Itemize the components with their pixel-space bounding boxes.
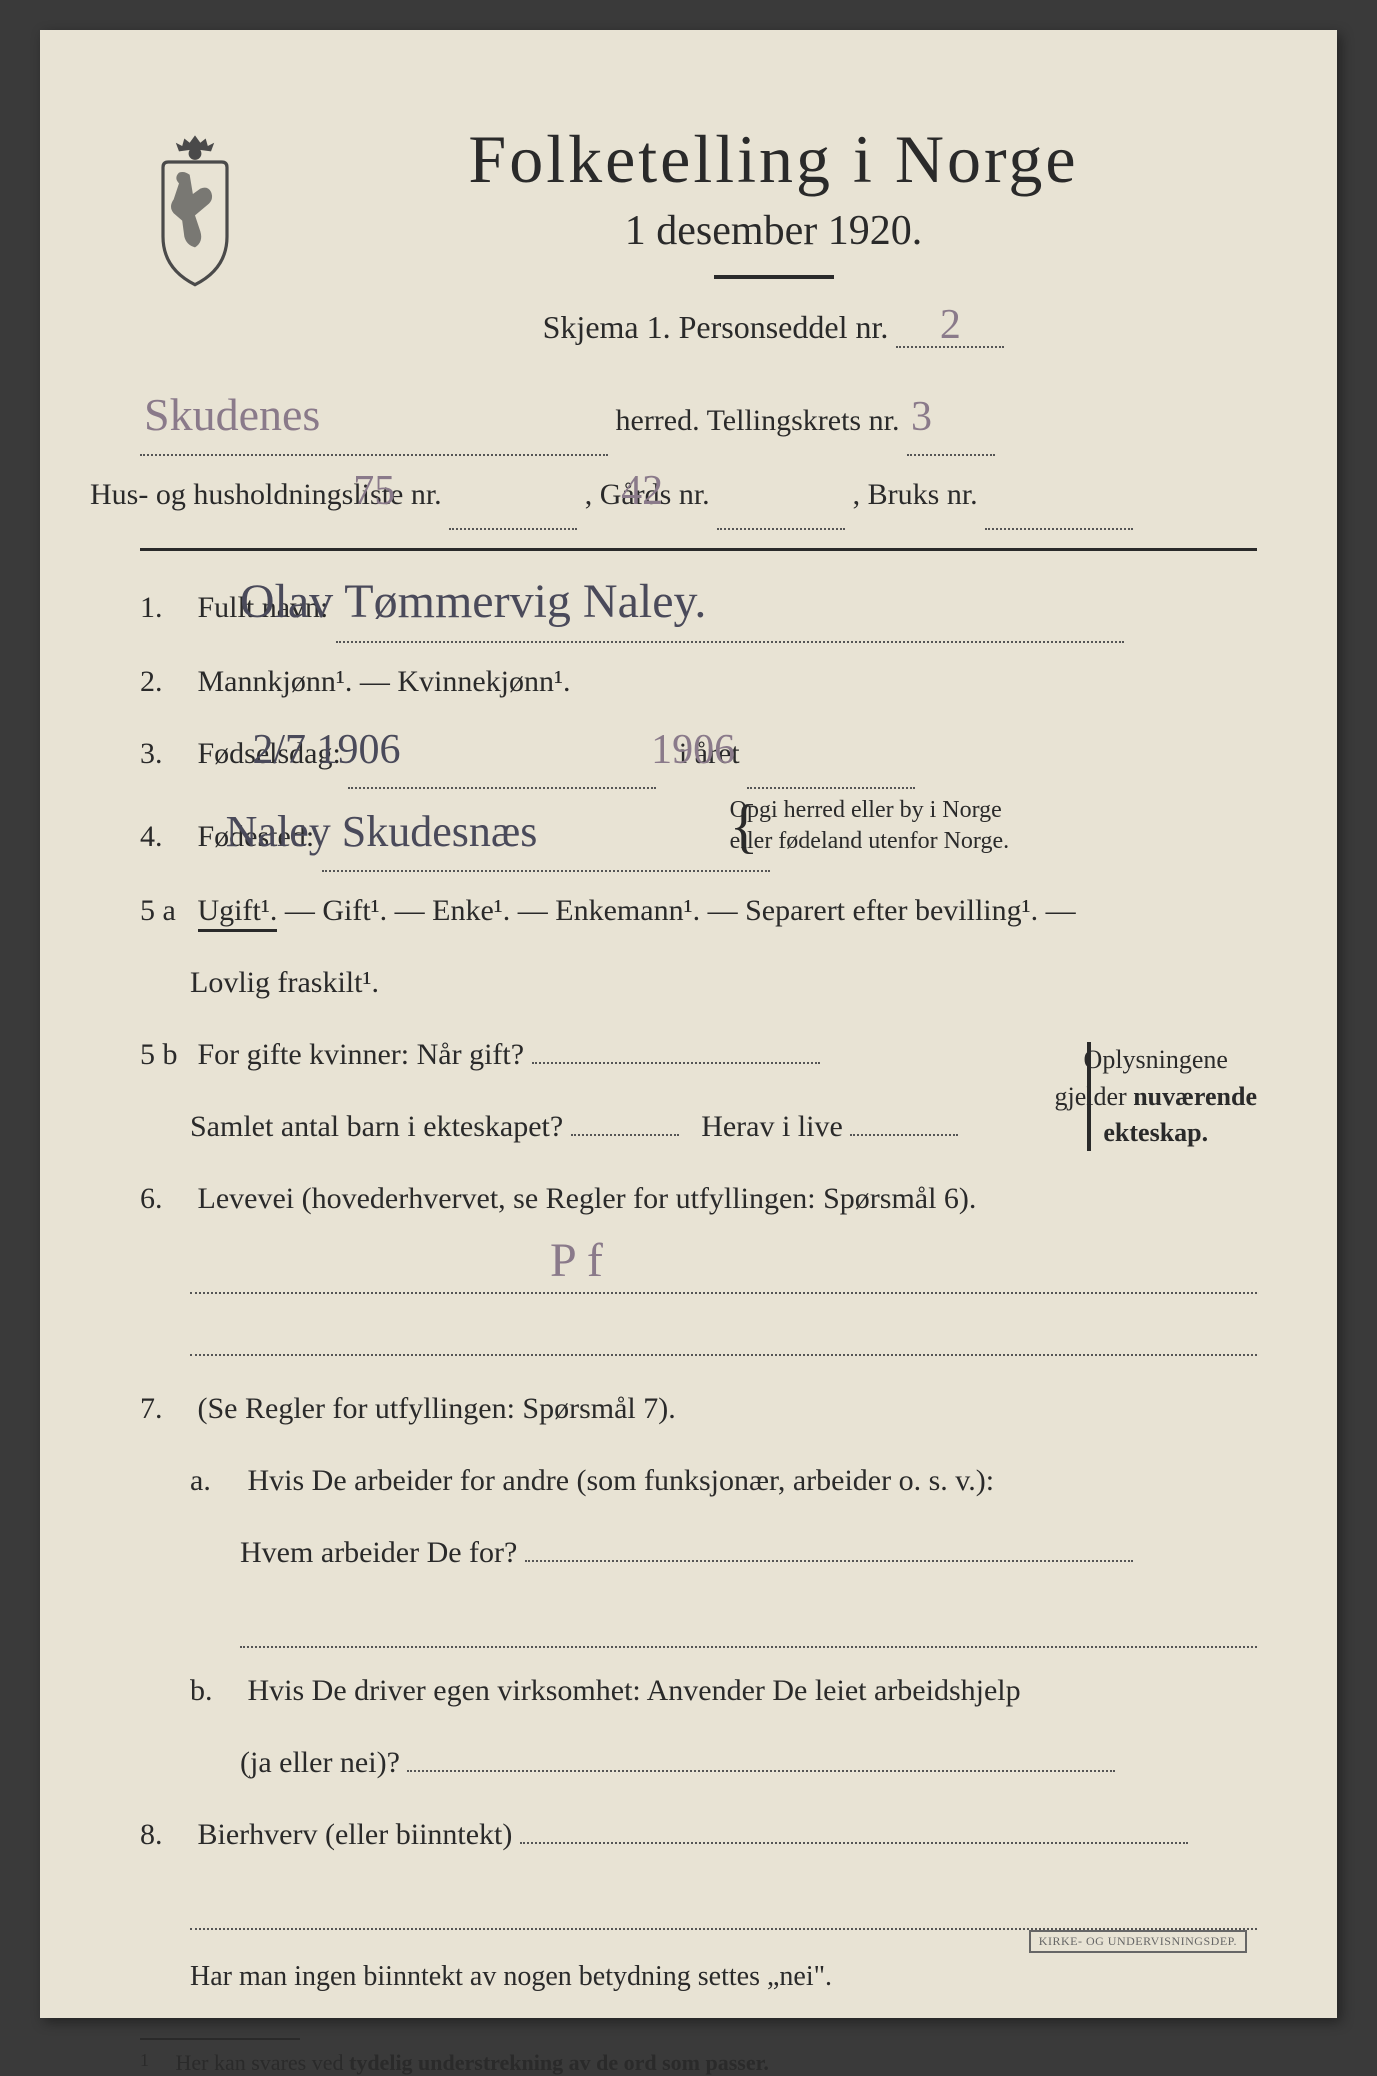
birthyear-value: 1906 bbox=[701, 734, 735, 768]
q1-num: 1. bbox=[140, 575, 190, 641]
q7b-line2: (ja eller nei)? bbox=[140, 1730, 1257, 1796]
q7-line: 7. (Se Regler for utfyllingen: Spørsmål … bbox=[140, 1376, 1257, 1442]
q6-value: P f bbox=[550, 1242, 603, 1280]
q5a-line2: Lovlig fraskilt¹. bbox=[140, 950, 1257, 1016]
q3-line: 3. Fødselsdag: 2/7 1906 i året 1906 bbox=[140, 721, 1257, 789]
q2-line: 2. Mannkjønn¹. — Kvinnekjønn¹. bbox=[140, 649, 1257, 715]
q6-blank2 bbox=[190, 1304, 1257, 1356]
q5a-label2: Lovlig fraskilt¹. bbox=[190, 966, 379, 999]
schema-label: Skjema 1. Personseddel nr. bbox=[543, 309, 889, 345]
q7-num: 7. bbox=[140, 1376, 190, 1442]
q5b-line2: Samlet antal barn i ekteskapet? Herav i … bbox=[140, 1094, 1257, 1160]
bruks-label: , Bruks nr. bbox=[853, 478, 978, 511]
birthplace-value: Naley Skudesnæs bbox=[276, 814, 538, 849]
q8-label: Bierhverv (eller biinntekt) bbox=[198, 1818, 513, 1851]
main-title: Folketelling i Norge bbox=[290, 120, 1257, 199]
q2-label: Mannkjønn¹. — Kvinnekjønn¹. bbox=[198, 665, 571, 698]
ugift-underlined: Ugift¹. bbox=[198, 894, 278, 932]
q8-line: 8. Bierhverv (eller biinntekt) bbox=[140, 1802, 1257, 1868]
q7a-label2: Hvem arbeider De for? bbox=[240, 1536, 517, 1569]
q2-num: 2. bbox=[140, 649, 190, 715]
printer-stamp: KIRKE- OG UNDERVISNINGSDEP. bbox=[1029, 1930, 1247, 1953]
schema-line: Skjema 1. Personseddel nr. 2 bbox=[290, 309, 1257, 348]
title-divider bbox=[714, 275, 834, 279]
q8-num: 8. bbox=[140, 1802, 190, 1868]
q5b-num: 5 b bbox=[140, 1022, 190, 1088]
q6-num: 6. bbox=[140, 1166, 190, 1232]
q6-label: Levevei (hovederhvervet, se Regler for u… bbox=[198, 1182, 977, 1215]
herred-label: herred. Tellingskrets nr. bbox=[616, 404, 900, 437]
q7a-label: Hvis De arbeider for andre (som funksjon… bbox=[248, 1464, 995, 1497]
q6-blank: P f bbox=[190, 1242, 1257, 1294]
title-block: Folketelling i Norge 1 desember 1920. Sk… bbox=[290, 120, 1257, 368]
q7a-blank bbox=[240, 1596, 1257, 1648]
q8-blank bbox=[190, 1878, 1257, 1930]
herred-line: Skudenes herred. Tellingskrets nr. 3 bbox=[140, 388, 1257, 456]
q5b-label: For gifte kvinner: Når gift? bbox=[198, 1038, 525, 1071]
q1-line: 1. Fullt navn: Olav Tømmervig Naley. bbox=[140, 575, 1257, 643]
q5b-label2: Samlet antal barn i ekteskapet? bbox=[190, 1110, 563, 1143]
section-divider bbox=[140, 548, 1257, 551]
q5a-num: 5 a bbox=[140, 878, 190, 944]
footnote-num: 1 bbox=[140, 2050, 170, 2071]
bottom-note: Har man ingen biinntekt av nogen betydni… bbox=[140, 1946, 1257, 2008]
q7b-label: Hvis De driver egen virksomhet: Anvender… bbox=[248, 1674, 1021, 1707]
q4-line: 4. Fødested: Naley Skudesnæs { Opgi herr… bbox=[140, 795, 1257, 872]
personseddel-value: 2 bbox=[940, 309, 961, 343]
q4-note1: Opgi herred eller by i Norge bbox=[780, 795, 1009, 826]
q7a-line: a. Hvis De arbeider for andre (som funks… bbox=[140, 1448, 1257, 1514]
census-form: Folketelling i Norge 1 desember 1920. Sk… bbox=[40, 30, 1337, 2018]
subtitle: 1 desember 1920. bbox=[290, 207, 1257, 255]
q6-line: 6. Levevei (hovederhvervet, se Regler fo… bbox=[140, 1166, 1257, 1232]
q5a-line: 5 a Ugift¹. — Gift¹. — Enke¹. — Enkemann… bbox=[140, 878, 1257, 944]
q7b-line: b. Hvis De driver egen virksomhet: Anven… bbox=[140, 1658, 1257, 1724]
footnote: 1 Her kan svares ved tydelig understrekn… bbox=[140, 2050, 1257, 2076]
q4-num: 4. bbox=[140, 804, 190, 870]
q5b-line: 5 b For gifte kvinner: Når gift? Oplysni… bbox=[140, 1022, 1257, 1088]
full-name-value: Olav Tømmervig Naley. bbox=[290, 583, 707, 621]
q5b-label3: Herav i live bbox=[701, 1110, 843, 1143]
q7b-label2: (ja eller nei)? bbox=[240, 1746, 400, 1779]
q5b-note1: Oplysningene bbox=[1105, 1042, 1257, 1078]
coat-of-arms-icon bbox=[140, 130, 250, 290]
form-header: Folketelling i Norge 1 desember 1920. Sk… bbox=[140, 120, 1257, 368]
birthdate-value: 2/7 1906 bbox=[302, 734, 400, 768]
q7-label: (Se Regler for utfyllingen: Spørsmål 7). bbox=[198, 1392, 676, 1425]
q7a-num: a. bbox=[190, 1448, 240, 1514]
footnote-divider bbox=[140, 2038, 300, 2040]
q4-note2: eller fødeland utenfor Norge. bbox=[780, 826, 1009, 857]
krets-value: 3 bbox=[911, 401, 932, 435]
q4-note: Opgi herred eller by i Norge eller fødel… bbox=[780, 795, 1009, 857]
q7a-line2: Hvem arbeider De for? bbox=[140, 1520, 1257, 1586]
q7b-num: b. bbox=[190, 1658, 240, 1724]
herred-value: Skudenes bbox=[144, 397, 320, 434]
hus-line: Hus- og husholdningsliste nr. 75 , Gårds… bbox=[90, 462, 1257, 530]
q3-num: 3. bbox=[140, 721, 190, 787]
